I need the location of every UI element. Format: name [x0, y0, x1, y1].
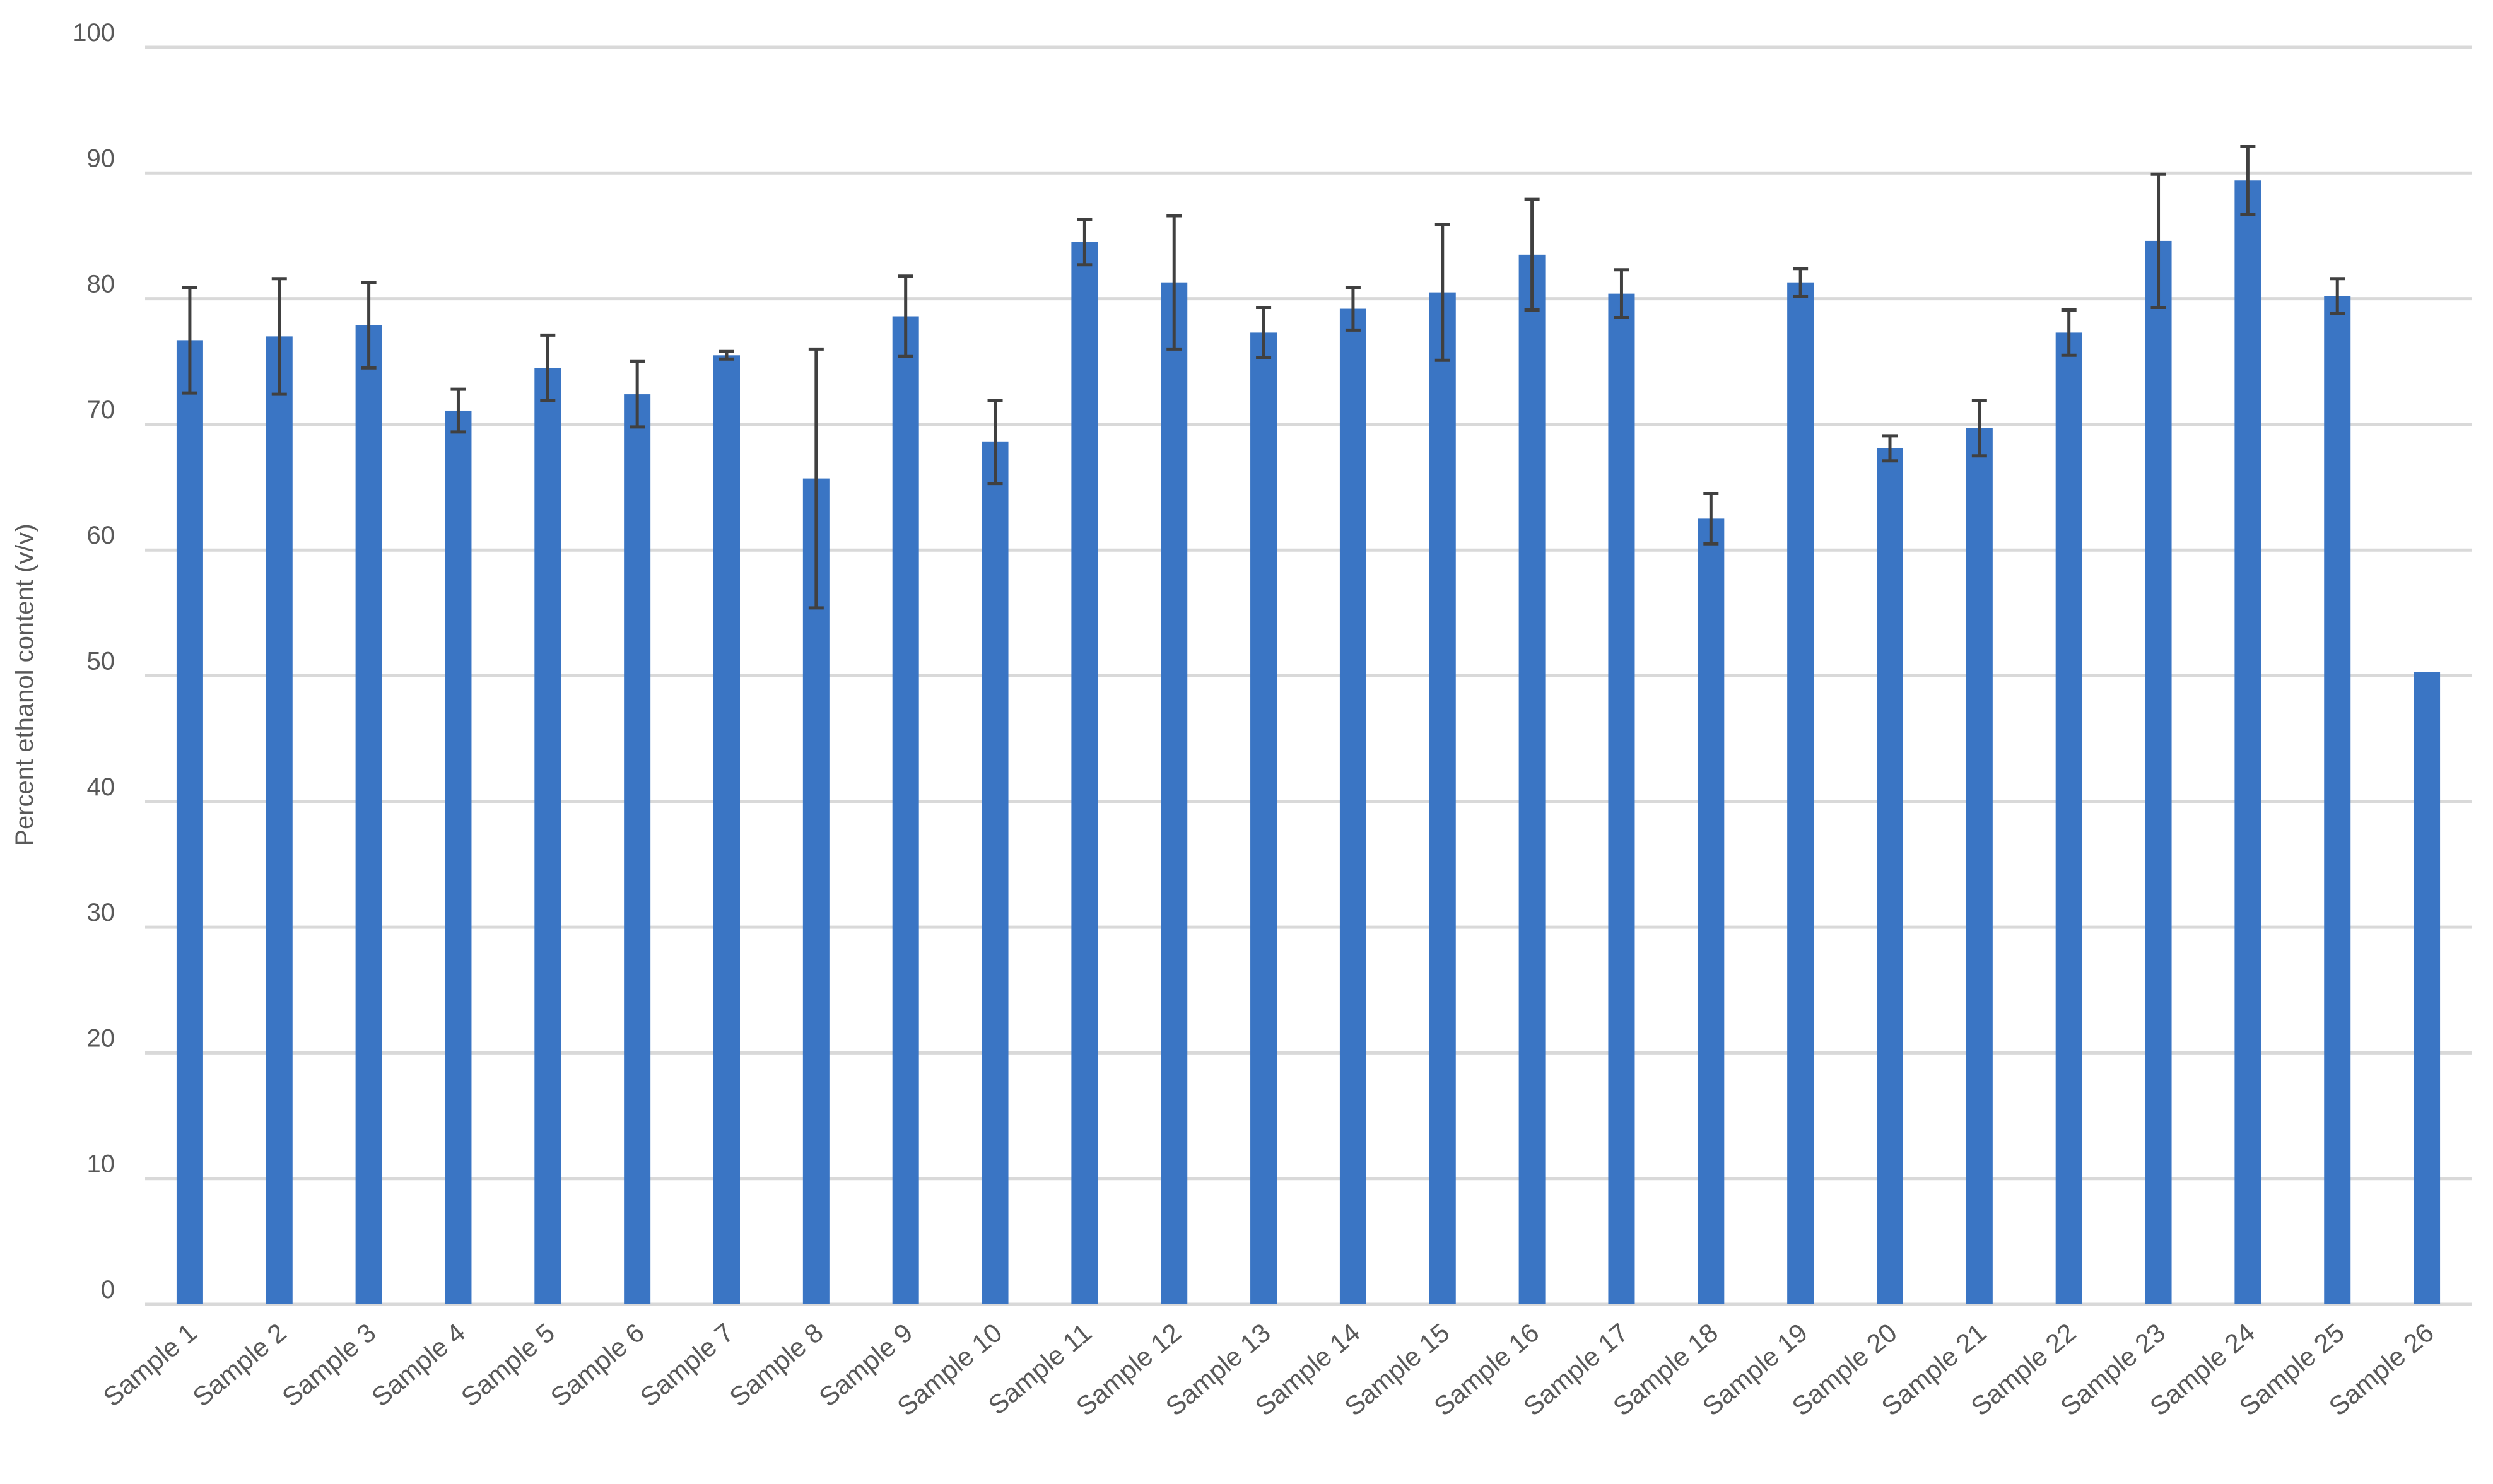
y-tick-label: 70 — [87, 396, 115, 424]
error-bars — [182, 144, 2345, 610]
error-bar — [1882, 434, 1898, 463]
error-bar — [2240, 144, 2256, 216]
bars — [176, 180, 2441, 1305]
x-tick-label: Sample 8 — [724, 1317, 828, 1412]
bar — [2234, 180, 2261, 1304]
error-bar — [1614, 268, 1629, 319]
bar — [355, 325, 382, 1304]
error-bar — [1256, 306, 1272, 359]
bar — [176, 340, 203, 1304]
bar — [1787, 282, 1814, 1304]
bar — [266, 336, 293, 1304]
y-tick-label: 100 — [73, 19, 115, 47]
bar — [1518, 254, 1546, 1305]
error-bar — [2061, 308, 2077, 357]
y-tick-label: 60 — [87, 522, 115, 549]
bar — [2324, 296, 2351, 1304]
error-bar — [2150, 172, 2166, 310]
y-tick-label: 0 — [101, 1276, 115, 1304]
bar — [2414, 672, 2441, 1304]
error-bar — [1703, 492, 1719, 546]
error-bar — [1077, 218, 1093, 267]
y-tick-label: 50 — [87, 648, 115, 675]
y-axis-title: Percent ethanol content (v/v) — [11, 523, 38, 846]
bar — [2145, 240, 2172, 1304]
bar — [445, 410, 472, 1304]
error-bar — [630, 359, 645, 429]
bar — [1877, 448, 1903, 1304]
error-bar — [182, 286, 197, 395]
y-tick-label: 10 — [87, 1150, 115, 1178]
y-tick-label: 80 — [87, 271, 115, 298]
error-bar — [1971, 399, 1987, 458]
error-bar — [540, 333, 556, 402]
x-tick-label: Sample 7 — [635, 1317, 739, 1412]
bar — [1429, 292, 1456, 1304]
error-bar — [1434, 223, 1450, 362]
x-tick-label: Sample 6 — [545, 1317, 650, 1412]
bar — [982, 441, 1009, 1304]
bar — [892, 316, 919, 1305]
bar — [713, 355, 740, 1305]
error-bar — [987, 399, 1003, 486]
x-tick-label: Sample 2 — [187, 1317, 291, 1412]
y-tick-label: 40 — [87, 773, 115, 801]
bar — [1339, 308, 1366, 1305]
bar — [1966, 428, 1993, 1304]
error-bar — [271, 277, 287, 396]
error-bar — [898, 274, 913, 358]
bar — [1250, 332, 1277, 1304]
x-tick-label: Sample 4 — [366, 1317, 471, 1412]
error-bar — [1166, 214, 1182, 351]
y-tick-label: 20 — [87, 1024, 115, 1052]
bar — [1608, 293, 1635, 1305]
x-tick-label: Sample 3 — [276, 1317, 381, 1412]
bar — [624, 394, 651, 1304]
error-bar — [361, 281, 377, 370]
error-bar — [1524, 197, 1540, 312]
x-tick-label: Sample 1 — [98, 1317, 202, 1412]
gridlines — [145, 45, 2472, 1306]
bar — [1161, 282, 1188, 1304]
bar — [534, 368, 561, 1304]
bar — [2055, 332, 2082, 1304]
error-bar — [2330, 277, 2345, 316]
error-bar — [450, 387, 466, 434]
y-tick-labels: 0 10 20 30 40 50 60 70 80 90 100 — [73, 19, 115, 1304]
error-bar — [719, 349, 734, 361]
bar — [1698, 518, 1725, 1304]
y-tick-label: 30 — [87, 899, 115, 926]
bar — [1071, 242, 1098, 1304]
bar — [802, 478, 830, 1304]
x-tick-label: Sample 5 — [455, 1317, 560, 1412]
error-bar — [808, 347, 824, 610]
error-bar — [1793, 267, 1809, 298]
y-tick-label: 90 — [87, 144, 115, 172]
error-bar — [1345, 286, 1361, 332]
